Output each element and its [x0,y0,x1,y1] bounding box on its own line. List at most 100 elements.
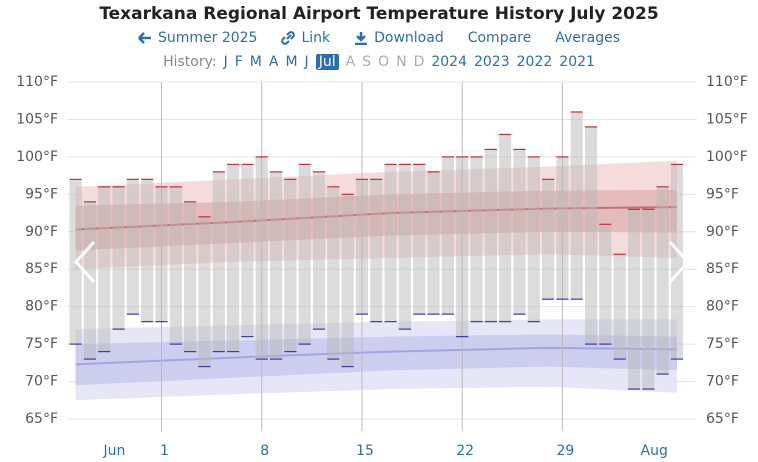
history-item: S [362,54,372,70]
daily-range-bar [384,164,397,322]
daily-range-bar [456,156,469,337]
history-item: A [345,54,356,70]
icon [138,32,151,44]
link-text[interactable]: Summer 2025 [157,30,258,46]
y-tick-label: 80°F [25,299,58,315]
y-tick-label: 65°F [25,411,58,427]
history-item[interactable]: 2022 [516,54,553,70]
title: Texarkana Regional Airport Temperature H… [99,4,659,24]
link-text[interactable]: Download [374,30,444,46]
daily-range-bar [570,111,583,300]
daily-range-bar [656,186,669,375]
daily-range-bar [556,156,569,300]
x-tick-label: 15 [356,443,374,459]
y-tick-label: 65°F [706,411,739,427]
prev-arrow[interactable] [73,240,96,284]
daily-range-bar [141,179,154,322]
daily-range-bar [355,179,369,315]
y-tick-label: 85°F [706,261,739,277]
daily-range-bar [255,156,268,360]
daily-range-bar [98,186,111,352]
daily-range-bar [499,134,512,322]
daily-range-bar [427,171,440,315]
daily-range-bar [284,179,297,352]
y-tick-label: 85°F [25,261,58,277]
daily-range-bar [341,194,354,367]
daily-range-bar [413,164,426,315]
daily-range-bar [670,164,684,360]
icon [355,32,368,45]
daily-range-bar [126,179,139,315]
history-item[interactable]: Jul [315,54,339,70]
daily-range-bar [441,156,454,315]
history-item[interactable]: J [223,54,228,70]
normal-band [75,334,677,386]
daily-range-bar [584,126,598,345]
history-item[interactable]: A [268,54,279,70]
nav-link[interactable]: Link [281,30,330,46]
x-tick-label: 22 [456,443,474,459]
history-item[interactable]: 2024 [431,54,467,70]
y-tick-label: 90°F [25,224,58,240]
daily-range-bar [169,186,182,345]
average-line [75,346,677,366]
daily-range-bar [198,216,211,367]
nav-link[interactable]: Compare [467,30,532,46]
x-tick-label: 8 [260,443,269,459]
y-tick-label: 75°F [25,336,58,352]
y-tick-label: 110°F [16,74,58,90]
daily-range-bar [269,171,283,360]
daily-range-bar [484,149,497,322]
daily-range-bar [312,171,326,330]
daily-range-bar [227,164,240,352]
y-tick-label: 80°F [706,299,739,315]
history-item: O [378,54,390,70]
daily-range-bar [599,224,612,345]
history-item: N [396,54,407,70]
history-label: History: [163,54,217,70]
y-tick-label: 95°F [25,186,58,202]
chart: 65°F 65°F 70°F 70°F 75°F 75°F 80°F 80°F 85°F 85°F… [16,74,748,459]
history-item[interactable]: M [285,54,298,70]
history-item: D [413,54,425,70]
history-item[interactable]: 2021 [559,54,595,70]
daily-range-bar [398,164,411,330]
history-item[interactable]: 2023 [474,54,510,70]
daily-range-bar [470,156,483,322]
y-tick-label: 105°F [706,111,748,127]
daily-range-bar [613,254,626,360]
daily-range-bar [212,171,225,352]
history-item[interactable]: F [234,54,243,70]
daily-range-bar [370,179,383,322]
daily-range-bar [327,186,340,360]
daily-range-bar [627,209,641,390]
next-arrow[interactable] [668,240,691,284]
y-tick-label: 70°F [25,374,58,390]
daily-range-bar [241,164,254,337]
nav-link[interactable]: Summer 2025 [138,30,257,46]
link-text[interactable]: Link [301,30,331,46]
icon [281,31,296,45]
y-tick-label: 100°F [16,149,58,165]
history-nav: History: J F M A M J Jul A S O N D 2024 2023 2022 2021 [0,54,758,70]
nav-links: Summer 2025 Link Download Compare Averag… [0,30,758,46]
daily-range-bar [155,186,168,322]
daily-range-bar [298,164,311,345]
daily-range-bar [513,149,526,315]
y-tick-label: 75°F [706,336,739,352]
nav-link[interactable]: Averages [555,30,621,46]
history-item[interactable]: J [304,54,309,70]
daily-range-bar [542,179,555,300]
daily-range-bar [642,209,655,390]
x-tick-label: Jun [102,443,125,459]
y-tick-label: 70°F [706,374,739,390]
nav-link[interactable]: Download [354,30,444,46]
daily-range-bar [184,201,197,352]
x-tick-label: Aug [641,443,668,459]
y-tick-label: 95°F [706,186,739,202]
history-item[interactable]: M [249,54,262,70]
daily-range-bar [112,186,125,330]
x-tick-label: 1 [160,443,169,459]
y-tick-label: 105°F [16,111,58,127]
